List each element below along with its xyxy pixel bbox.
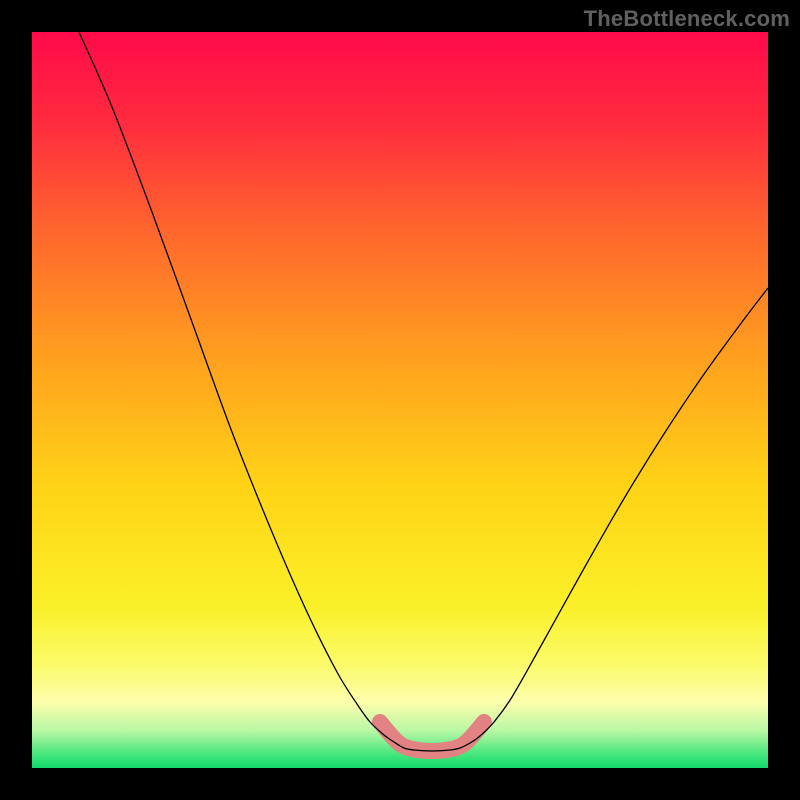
plot-area [32, 32, 768, 768]
curve-svg [32, 32, 768, 768]
bottleneck-highlight [380, 722, 484, 751]
watermark-text: TheBottleneck.com [584, 6, 790, 32]
bottleneck-curve [79, 32, 768, 751]
chart-root: TheBottleneck.com [0, 0, 800, 800]
